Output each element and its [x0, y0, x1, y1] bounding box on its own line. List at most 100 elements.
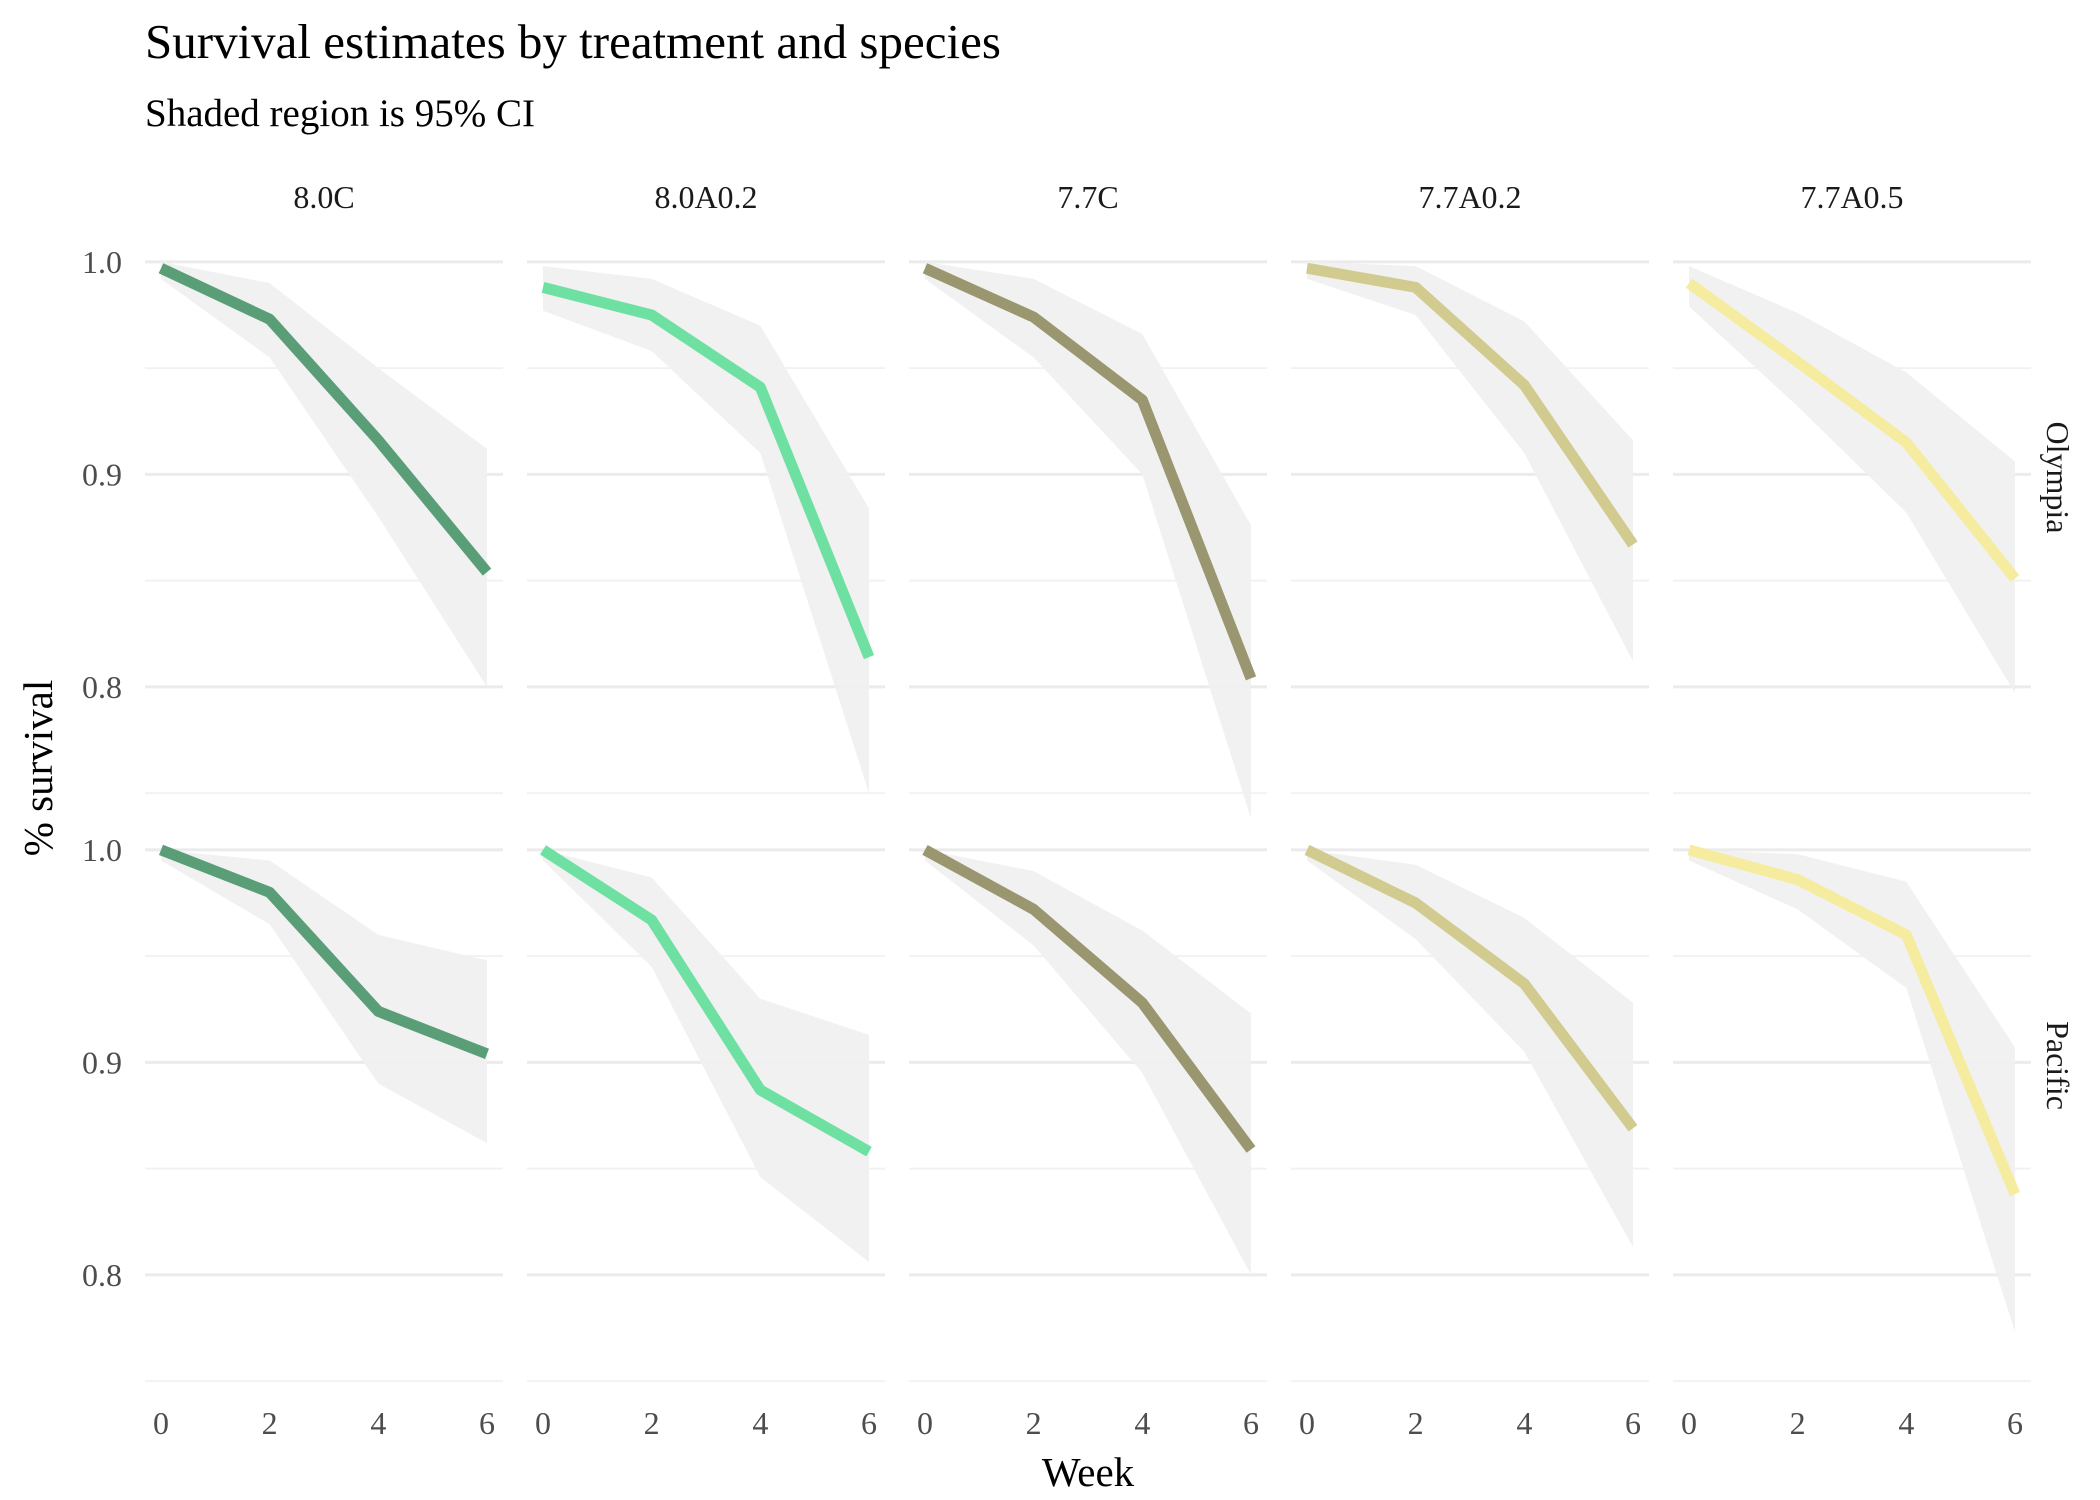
data-point [1794, 358, 1802, 366]
x-tick-label: 4 [370, 1405, 386, 1441]
ci-ribbon [1689, 849, 2015, 1333]
ci-ribbon [543, 849, 869, 1263]
data-point [1247, 1146, 1255, 1154]
x-tick-label: 0 [917, 1405, 933, 1441]
x-tick-label: 0 [1299, 1405, 1315, 1441]
panel-olympia-8-0a0-2 [527, 260, 885, 795]
data-point [157, 264, 165, 272]
y-tick-label: 1.0 [82, 832, 122, 868]
ci-ribbon [1307, 849, 1633, 1248]
x-tick-label: 4 [1134, 1405, 1150, 1441]
column-strip-7-7a0-5: 7.7A0.5 [1800, 179, 1903, 215]
data-point [157, 846, 165, 854]
ci-ribbon [543, 266, 869, 794]
x-tick-label: 6 [861, 1405, 877, 1441]
data-point [374, 436, 382, 444]
data-point [1247, 674, 1255, 682]
x-axis-title: Week [1042, 1449, 1135, 1495]
data-point [1303, 264, 1311, 272]
data-point [1520, 980, 1528, 988]
data-point [1794, 876, 1802, 884]
panel-pacific-8-0c [145, 844, 503, 1383]
data-point [483, 568, 491, 576]
data-point [1412, 899, 1420, 907]
data-point [1412, 283, 1420, 291]
series-line-7-7a0-2 [1306, 262, 1638, 548]
y-tick-label: 0.8 [82, 1257, 122, 1293]
series-line-7-7a0-2 [1304, 844, 1638, 1132]
series-line-8-0a0-2 [540, 845, 872, 1157]
data-point [921, 846, 929, 854]
panel-olympia-8-0c [145, 260, 503, 795]
panel-olympia-7-7a0-5 [1673, 260, 2031, 795]
data-point [865, 1148, 873, 1156]
data-point [1629, 1124, 1637, 1132]
data-point [1030, 313, 1038, 321]
x-tick-label: 2 [644, 1405, 660, 1441]
data-point [1685, 846, 1693, 854]
y-axis-title: % survival [15, 680, 61, 857]
data-point [266, 315, 274, 323]
x-tick-label: 2 [1026, 1405, 1042, 1441]
data-point [756, 383, 764, 391]
column-strip-8-0a0-2: 8.0A0.2 [654, 179, 757, 215]
panel-olympia-7-7a0-2 [1291, 260, 1649, 795]
column-strip-7-7c: 7.7C [1057, 179, 1118, 215]
panel-olympia-7-7c [909, 260, 1267, 819]
data-point [865, 653, 873, 661]
x-tick-label: 4 [1898, 1405, 1914, 1441]
data-point [483, 1050, 491, 1058]
x-tick-label: 2 [1408, 1405, 1424, 1441]
chart-subtitle: Shaded region is 95% CI [145, 92, 535, 135]
data-point [2011, 1190, 2019, 1198]
series-line-8-0a0-2 [541, 282, 875, 660]
data-point [2011, 575, 2019, 583]
data-point [1138, 999, 1146, 1007]
y-tick-label: 0.9 [82, 1044, 122, 1080]
data-point [1138, 396, 1146, 404]
x-tick-label: 2 [262, 1405, 278, 1441]
column-strip-8-0c: 8.0C [293, 179, 354, 215]
data-point [266, 888, 274, 896]
x-tick-label: 4 [1516, 1405, 1532, 1441]
y-tick-label: 0.9 [82, 456, 122, 492]
x-tick-label: 0 [535, 1405, 551, 1441]
data-point [921, 264, 929, 272]
facet-panels: 0.8 0.9 1.0 Olympia 0.8 0.9 1.0 Pacific 8.0C 8.0A… [82, 179, 2076, 1441]
row-strip-olympia: Olympia [2040, 422, 2076, 534]
x-tick-label: 6 [2007, 1405, 2023, 1441]
x-tick-label: 4 [752, 1405, 768, 1441]
data-point [374, 1007, 382, 1015]
data-point [648, 916, 656, 924]
series-line-8-0c [158, 263, 492, 576]
ci-ribbon [161, 849, 487, 1144]
data-point [539, 283, 547, 291]
data-point [756, 1086, 764, 1094]
x-tick-label: 6 [1625, 1405, 1641, 1441]
data-point [1902, 439, 1910, 447]
panel-pacific-7-7a0-5 [1673, 844, 2031, 1383]
panel-pacific-8-0a0-2 [527, 845, 885, 1383]
data-point [648, 311, 656, 319]
chart-title: Survival estimates by treatment and spec… [145, 14, 1001, 69]
series-line-7-7c [922, 263, 1257, 681]
x-tick-label: 0 [153, 1405, 169, 1441]
series-line-8-0c [158, 844, 490, 1059]
series-line-7-7a0-5 [1687, 844, 2021, 1197]
x-tick-label: 6 [479, 1405, 495, 1441]
ci-ribbon [1689, 266, 2015, 694]
y-tick-label: 1.0 [82, 244, 122, 280]
data-point [1902, 931, 1910, 939]
data-point [1520, 381, 1528, 389]
row-strip-pacific: Pacific [2040, 1021, 2076, 1110]
ci-ribbon [1307, 261, 1633, 662]
series-line-7-7c [922, 845, 1256, 1153]
data-point [1030, 905, 1038, 913]
series-line-7-7a0-5 [1685, 278, 2020, 582]
data-point [539, 846, 547, 854]
ci-ribbon [925, 849, 1251, 1275]
ci-ribbon [925, 261, 1251, 819]
x-tick-label: 2 [1790, 1405, 1806, 1441]
column-strip-7-7a0-2: 7.7A0.2 [1418, 179, 1521, 215]
